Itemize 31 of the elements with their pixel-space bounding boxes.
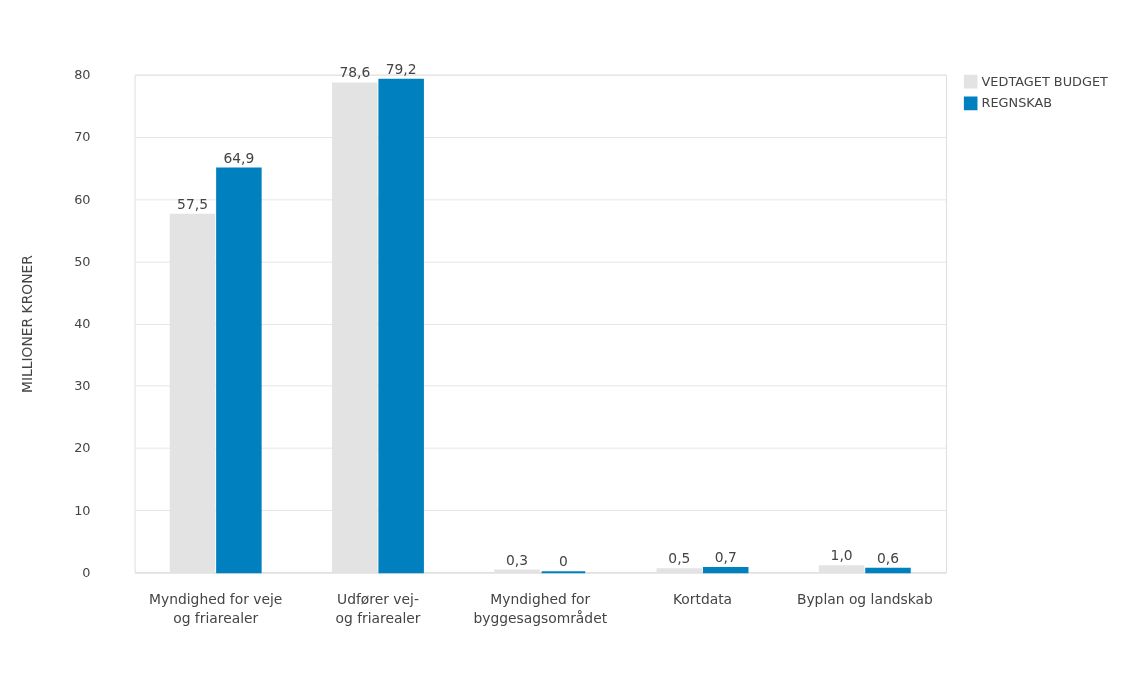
data-label: 1,0	[830, 547, 853, 564]
y-axis-title: MILLIONER KRONER	[18, 254, 35, 393]
y-tick-label: 30	[74, 378, 91, 394]
data-label: 0,7	[714, 549, 737, 566]
y-tick-label: 10	[74, 502, 91, 518]
data-label: 78,6	[339, 64, 371, 81]
legend-label: REGNSKAB	[981, 95, 1053, 111]
bar	[702, 567, 749, 574]
data-label: 0,3	[506, 551, 529, 568]
bar	[865, 567, 911, 574]
x-tick-label: Kortdata	[672, 590, 733, 607]
legend-label: VEDTAGET BUDGET	[981, 73, 1109, 89]
data-label: 64,9	[223, 149, 255, 166]
y-tick-label: 50	[74, 253, 91, 269]
y-tick-label: 40	[74, 315, 91, 331]
data-label: 0,6	[876, 549, 899, 566]
data-label: 79,2	[385, 60, 417, 77]
bar	[378, 78, 424, 574]
x-tick-label: Byplan og landskab	[796, 590, 933, 607]
x-tick-label: Myndighed for byggesagsområdet	[473, 590, 608, 627]
y-tick-label: 20	[74, 440, 91, 456]
x-tick-label: Myndighed for veje og friarealer	[149, 590, 283, 627]
bar	[216, 167, 262, 574]
data-label: 57,5	[177, 195, 208, 212]
x-tick-label: Udfører vej- og friarealer	[335, 590, 421, 627]
data-label: 0,5	[668, 550, 691, 567]
y-tick-label: 80	[74, 67, 91, 83]
y-tick-label: 0	[82, 564, 91, 580]
data-label: 0	[559, 553, 568, 570]
y-tick-label: 60	[74, 191, 91, 207]
y-tick-label: 70	[74, 129, 91, 145]
